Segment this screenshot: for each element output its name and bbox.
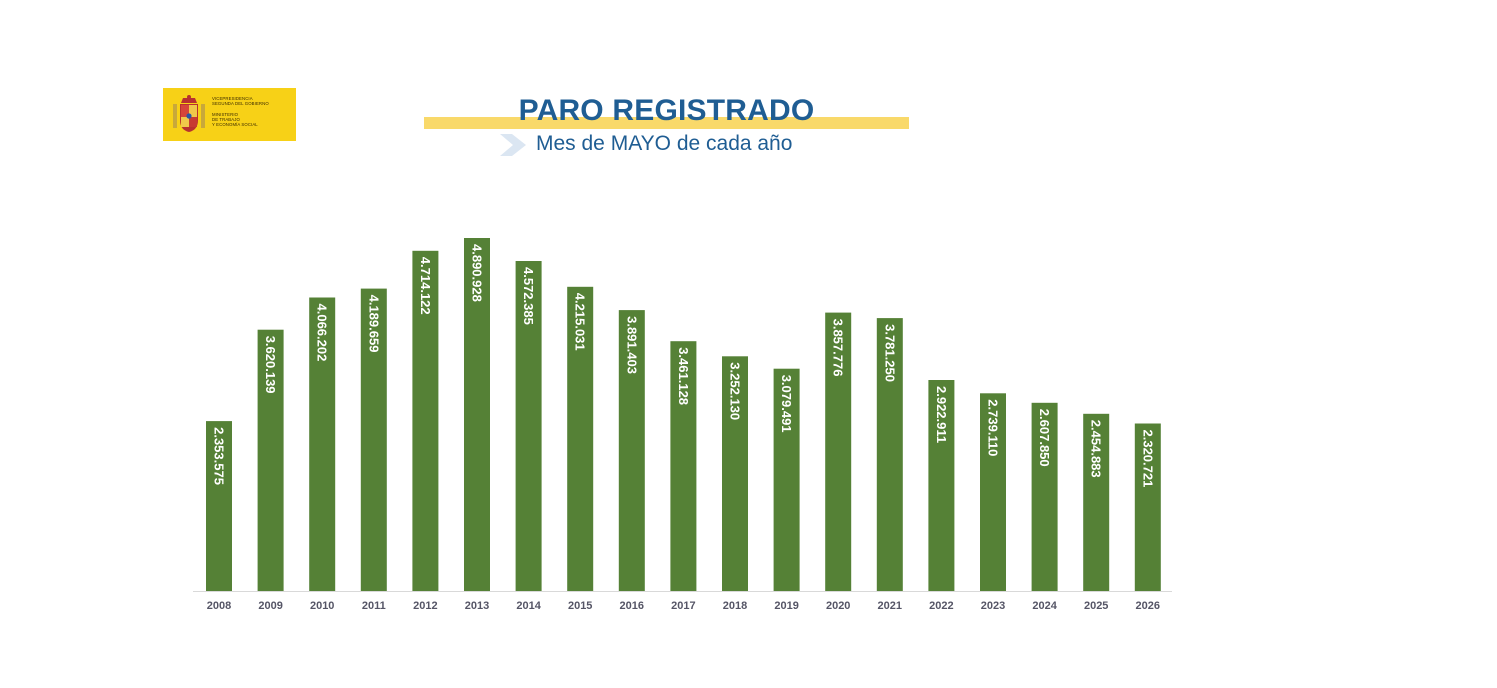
logo-line: de Trabajo [212, 117, 240, 122]
x-tick-label-2013: 2013 [465, 600, 489, 612]
bar-2009 [257, 329, 284, 591]
data-label-2013: 4.890.928 [470, 244, 485, 302]
logo-line: Segunda del Gobierno [212, 101, 269, 106]
bar-2011 [360, 288, 387, 591]
x-tick-label-2025: 2025 [1084, 600, 1108, 612]
data-label-2023: 2.739.110 [986, 399, 1001, 456]
bar-2022 [928, 380, 955, 591]
data-label-2008: 2.353.575 [212, 427, 227, 485]
data-label-2022: 2.922.911 [934, 386, 949, 443]
x-tick-label-2017: 2017 [671, 600, 695, 612]
x-tick-label-2010: 2010 [310, 600, 334, 612]
bar-2019 [773, 368, 800, 591]
x-tick-label-2009: 2009 [258, 600, 282, 612]
data-label-2018: 3.252.130 [728, 362, 743, 420]
data-label-2026: 2.320.721 [1140, 430, 1155, 488]
bar-2017 [670, 341, 697, 591]
x-tick-label-2015: 2015 [568, 600, 592, 612]
bar-2013 [464, 238, 490, 591]
bar-2014 [515, 261, 542, 591]
data-label-2017: 3.461.128 [676, 347, 691, 405]
bar-2012 [412, 250, 439, 592]
x-tick-label-2019: 2019 [774, 600, 798, 612]
data-label-2019: 3.079.491 [779, 375, 794, 433]
x-tick-label-2024: 2024 [1032, 600, 1057, 612]
bar-2026 [1134, 423, 1161, 591]
x-tick-label-2016: 2016 [620, 600, 644, 612]
logo-line: Vicepresidencia [212, 96, 253, 101]
data-label-2014: 4.572.385 [521, 267, 536, 325]
bar-2025 [1083, 413, 1110, 591]
chart-subtitle: Mes de MAYO de cada año [536, 132, 793, 155]
x-tick-label-2008: 2008 [207, 600, 231, 612]
chart-header: PARO REGISTRADO Mes de MAYO de cada año [424, 92, 910, 162]
bar-2015 [567, 286, 594, 591]
logo-line: Ministerio [212, 112, 239, 117]
logo-line: y Economía Social [212, 122, 258, 127]
logo-text: Vicepresidencia Segunda del Gobierno Min… [212, 96, 294, 127]
x-tick-label-2022: 2022 [929, 600, 953, 612]
data-label-2009: 3.620.139 [263, 336, 278, 394]
bar-2023 [980, 393, 1006, 591]
x-tick-label-2020: 2020 [826, 600, 850, 612]
data-label-2011: 4.189.659 [366, 295, 381, 353]
coat-of-arms-icon [173, 95, 205, 132]
x-tick-label-2014: 2014 [516, 600, 541, 612]
chart-title: PARO REGISTRADO [518, 94, 815, 127]
data-label-2010: 4.066.202 [315, 304, 330, 362]
data-label-2012: 4.714.122 [418, 257, 433, 315]
data-label-2021: 3.781.250 [882, 324, 897, 382]
x-tick-label-2021: 2021 [878, 600, 902, 612]
data-label-2016: 3.891.403 [624, 316, 639, 374]
x-tick-label-2023: 2023 [981, 600, 1005, 612]
data-label-2020: 3.857.776 [831, 319, 846, 377]
x-tick-label-2018: 2018 [723, 600, 747, 612]
bar-2018 [722, 356, 748, 591]
data-label-2024: 2.607.850 [1037, 409, 1052, 467]
chevron-right-icon [500, 134, 526, 156]
bar-2021 [876, 318, 903, 591]
bar-2020 [825, 312, 852, 591]
x-tick-label-2026: 2026 [1136, 600, 1160, 612]
title-highlight-bar [424, 117, 909, 129]
bar-2016 [618, 310, 645, 591]
bar-2008 [206, 421, 232, 591]
bar-2024 [1031, 402, 1058, 591]
x-tick-label-2012: 2012 [413, 600, 437, 612]
ministry-logo: Vicepresidencia Segunda del Gobierno Min… [163, 88, 296, 141]
bar-2010 [309, 297, 336, 591]
data-label-2025: 2.454.883 [1089, 420, 1104, 478]
x-tick-label-2011: 2011 [362, 600, 386, 612]
data-label-2015: 4.215.031 [573, 293, 588, 351]
